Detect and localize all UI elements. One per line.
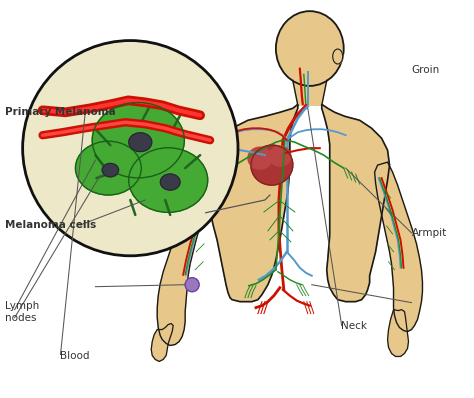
Polygon shape [207,104,298,302]
Ellipse shape [276,11,344,86]
Polygon shape [293,80,327,105]
Text: Blood: Blood [60,351,89,361]
Polygon shape [151,324,173,361]
Ellipse shape [75,141,141,195]
Polygon shape [388,310,409,357]
Polygon shape [374,162,422,332]
Ellipse shape [248,147,272,169]
Ellipse shape [160,174,180,190]
Polygon shape [157,175,215,345]
Circle shape [185,278,199,292]
Text: Neck: Neck [341,321,367,331]
Ellipse shape [333,49,343,64]
Polygon shape [322,104,390,302]
Ellipse shape [129,133,152,152]
Text: Armpit: Armpit [412,228,447,238]
Text: Groin: Groin [412,65,440,75]
Ellipse shape [251,145,293,185]
Circle shape [23,41,238,256]
Ellipse shape [269,146,291,166]
Text: Primary Melanoma: Primary Melanoma [5,107,116,117]
Ellipse shape [129,148,208,213]
Text: Lymph
nodes: Lymph nodes [5,301,40,323]
Ellipse shape [102,163,118,177]
Text: Melanoma cells: Melanoma cells [5,220,97,230]
Ellipse shape [92,103,184,178]
